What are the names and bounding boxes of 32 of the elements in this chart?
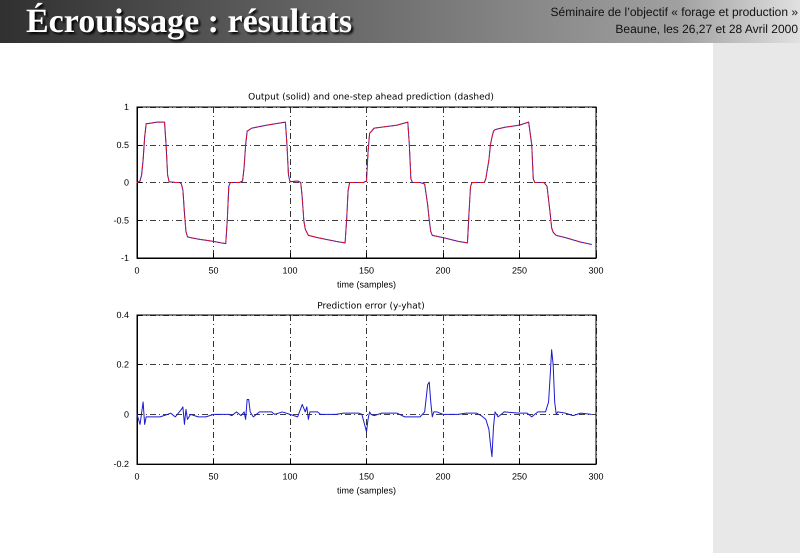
x-axis-title: time (samples) [336,279,396,290]
y-tick-label: 0.4 [116,310,129,320]
x-tick-label: 50 [208,266,219,276]
text: Séminaire de l’objectif « forage et production » [550,4,798,21]
y-tick-label: 0 [124,409,129,420]
x-tick-label: 250 [512,266,528,276]
y-tick-label: 1 [124,102,129,112]
chart-title: Prediction error (y-yhat) [317,302,425,312]
x-axis-title: time (samples) [336,486,396,496]
x-tick-label: 300 [588,266,604,276]
x-tick-label: 50 [208,472,219,482]
chart-title: Output (solid) and one-step ahead prediction (dashed) [248,92,494,102]
x-tick-label: 200 [435,472,451,482]
x-tick-label: 150 [358,266,374,276]
y-tick-label: -0.2 [113,459,129,470]
line-series [136,349,592,458]
text: Écrouissage : résultats [26,2,352,42]
x-tick-label: 0 [134,266,140,276]
y-tick-label: -0.5 [113,215,129,226]
x-tick-label: 300 [588,472,604,482]
x-tick-label: 200 [435,266,451,276]
x-tick-label: 250 [512,472,528,482]
y-tick-label: -1 [120,253,129,263]
y-tick-label: 0 [124,178,129,188]
x-tick-label: 100 [282,472,298,482]
x-tick-label: 100 [282,266,298,276]
y-tick-label: 0.5 [116,140,129,150]
x-tick-label: 0 [134,472,140,482]
text: Beaune, les 26,27 et 28 Avril 2000 [614,21,798,38]
line-series [136,122,592,245]
x-tick-label: 150 [358,472,374,482]
y-tick-label: 0.2 [116,360,129,370]
